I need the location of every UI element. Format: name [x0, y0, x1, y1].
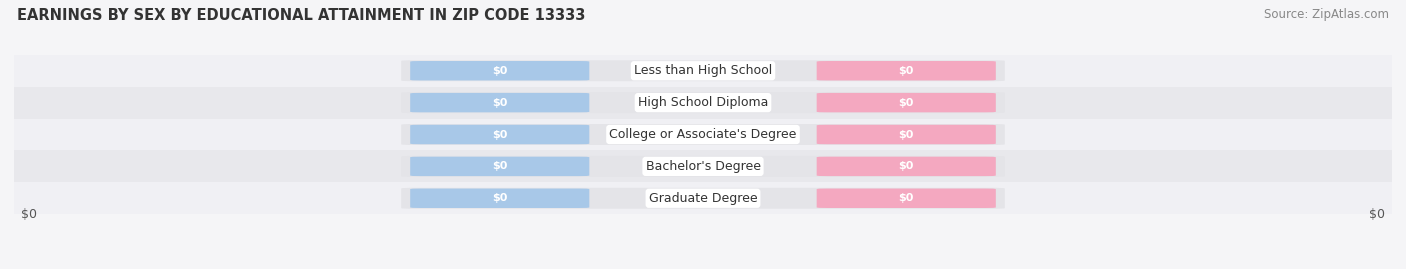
- Text: $0: $0: [492, 161, 508, 171]
- FancyBboxPatch shape: [411, 157, 589, 176]
- Text: $0: $0: [898, 129, 914, 140]
- Bar: [14, 150, 1392, 182]
- FancyBboxPatch shape: [401, 156, 1005, 177]
- Text: $0: $0: [492, 129, 508, 140]
- FancyBboxPatch shape: [817, 61, 995, 80]
- Text: $0: $0: [492, 66, 508, 76]
- Text: $0: $0: [898, 193, 914, 203]
- FancyBboxPatch shape: [411, 189, 589, 208]
- Text: $0: $0: [1369, 208, 1385, 221]
- Bar: [14, 182, 1392, 214]
- FancyBboxPatch shape: [817, 189, 995, 208]
- Text: Source: ZipAtlas.com: Source: ZipAtlas.com: [1264, 8, 1389, 21]
- Text: College or Associate's Degree: College or Associate's Degree: [609, 128, 797, 141]
- FancyBboxPatch shape: [817, 93, 995, 112]
- Bar: [14, 119, 1392, 150]
- Text: $0: $0: [898, 161, 914, 171]
- FancyBboxPatch shape: [401, 124, 1005, 145]
- Text: $0: $0: [492, 98, 508, 108]
- Text: EARNINGS BY SEX BY EDUCATIONAL ATTAINMENT IN ZIP CODE 13333: EARNINGS BY SEX BY EDUCATIONAL ATTAINMEN…: [17, 8, 585, 23]
- Text: $0: $0: [898, 66, 914, 76]
- FancyBboxPatch shape: [411, 93, 589, 112]
- FancyBboxPatch shape: [401, 92, 1005, 113]
- Text: $0: $0: [21, 208, 37, 221]
- Text: Less than High School: Less than High School: [634, 64, 772, 77]
- Text: Graduate Degree: Graduate Degree: [648, 192, 758, 205]
- FancyBboxPatch shape: [817, 125, 995, 144]
- FancyBboxPatch shape: [817, 157, 995, 176]
- FancyBboxPatch shape: [401, 188, 1005, 209]
- Bar: [14, 55, 1392, 87]
- FancyBboxPatch shape: [411, 61, 589, 80]
- Text: $0: $0: [492, 193, 508, 203]
- FancyBboxPatch shape: [411, 125, 589, 144]
- Text: High School Diploma: High School Diploma: [638, 96, 768, 109]
- Text: $0: $0: [898, 98, 914, 108]
- Bar: [14, 87, 1392, 119]
- Text: Bachelor's Degree: Bachelor's Degree: [645, 160, 761, 173]
- FancyBboxPatch shape: [401, 60, 1005, 81]
